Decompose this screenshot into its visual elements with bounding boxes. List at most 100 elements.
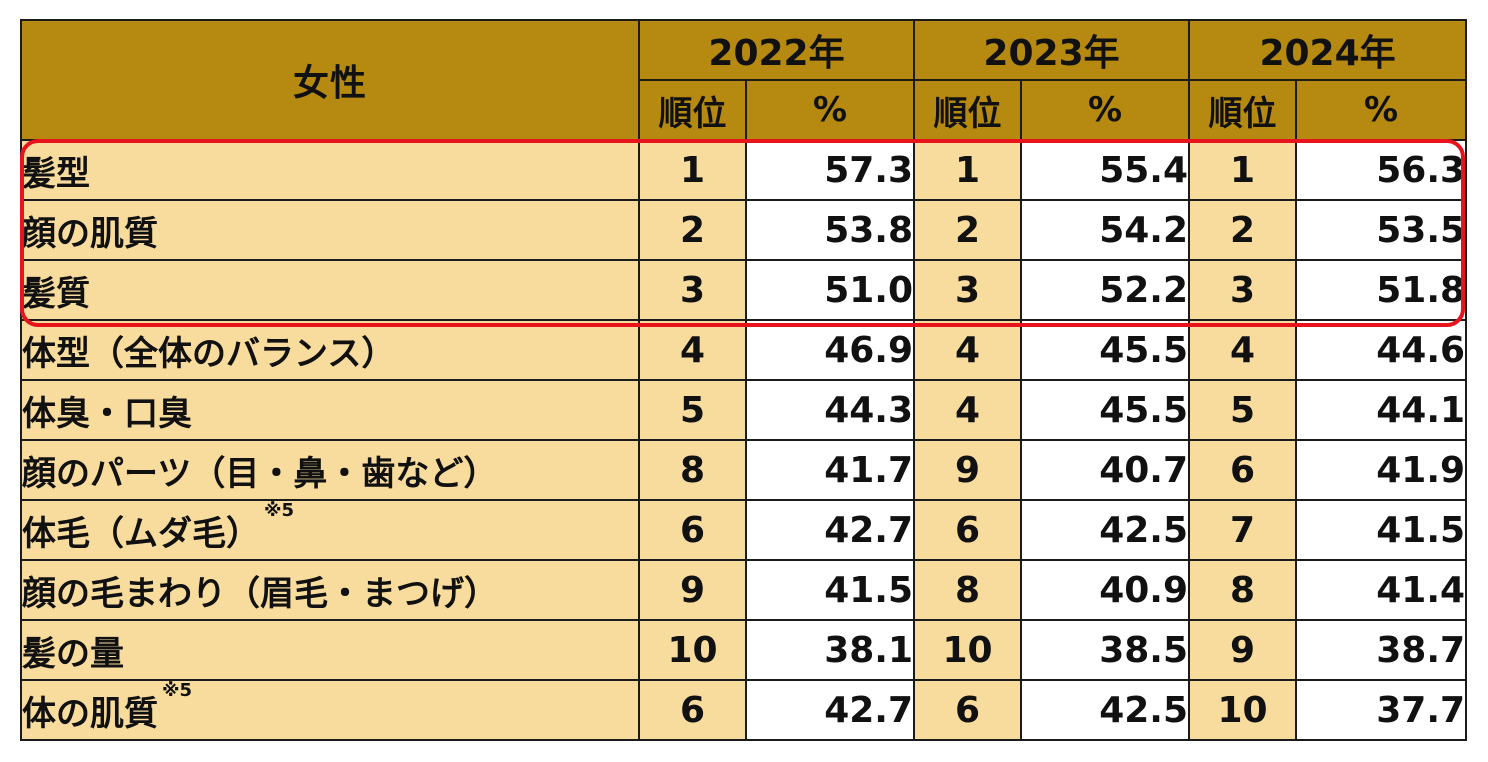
- percent-cell: 45.5: [1020, 379, 1191, 441]
- rank-cell: 7: [1188, 499, 1298, 561]
- row-item-label: 顔のパーツ（目・鼻・歯など）: [20, 439, 640, 501]
- percent-cell: 45.5: [1020, 319, 1191, 381]
- row-item-label: 体毛（ムダ毛）※5: [20, 499, 640, 561]
- rank-cell: 4: [913, 379, 1023, 441]
- percent-cell: 55.4: [1020, 139, 1191, 201]
- percent-cell: 37.7: [1295, 679, 1468, 741]
- percent-cell: 38.5: [1020, 619, 1191, 681]
- rank-cell: 4: [913, 319, 1023, 381]
- rank-cell: 2: [913, 199, 1023, 261]
- rank-cell: 6: [913, 679, 1023, 741]
- percent-cell: 41.5: [1295, 499, 1468, 561]
- percent-cell: 53.8: [744, 199, 916, 261]
- rank-subheader-2023: 順位: [913, 79, 1023, 141]
- row-item-label: 体臭・口臭: [20, 379, 640, 441]
- rank-cell: 6: [913, 499, 1023, 561]
- percent-subheader-2024: %: [1295, 79, 1468, 141]
- row-item-label: 髪の量: [20, 619, 640, 681]
- rank-cell: 6: [638, 679, 747, 741]
- row-item-text: 髪質: [22, 273, 90, 314]
- percent-cell: 56.3: [1295, 139, 1468, 201]
- rank-cell: 1: [913, 139, 1023, 201]
- percent-cell: 44.3: [744, 379, 916, 441]
- ranking-table-container: 女性 2022年 2023年 2024年 順位 % 順位 % 順位 % 髪型 1 5…: [20, 19, 1468, 741]
- percent-cell: 38.1: [744, 619, 916, 681]
- rank-cell: 6: [638, 499, 747, 561]
- table-row: 体毛（ムダ毛）※5 6 42.7 6 42.5 7 41.5: [20, 499, 1468, 561]
- rank-cell: 8: [913, 559, 1023, 621]
- year-header-2022: 2022年: [637, 19, 916, 81]
- rank-cell: 9: [1188, 619, 1298, 681]
- ranking-table: 女性 2022年 2023年 2024年 順位 % 順位 % 順位 % 髪型 1 5…: [20, 19, 1468, 741]
- table-row: 髪の量 10 38.1 10 38.5 9 38.7: [20, 619, 1468, 681]
- year-header-2023: 2023年: [913, 19, 1191, 81]
- percent-cell: 51.0: [744, 259, 916, 321]
- row-item-label: 体の肌質※5: [20, 679, 640, 741]
- row-item-text: 体毛（ムダ毛）: [22, 513, 260, 554]
- row-item-label: 髪質: [20, 259, 640, 321]
- rank-cell: 10: [1188, 679, 1298, 741]
- rank-cell: 8: [1188, 559, 1298, 621]
- footnote-marker: ※5: [264, 500, 295, 521]
- table-row: 体型（全体のバランス） 4 46.9 4 45.5 4 44.6: [20, 319, 1468, 381]
- table-body: 髪型 1 57.3 1 55.4 1 56.3 顔の肌質 2 53.8 2 54.2 2 53.5 髪質 3 5…: [20, 139, 1468, 741]
- percent-cell: 40.9: [1020, 559, 1191, 621]
- percent-cell: 57.3: [744, 139, 916, 201]
- percent-cell: 44.1: [1295, 379, 1468, 441]
- footnote-marker: ※5: [162, 680, 193, 701]
- percent-cell: 52.2: [1020, 259, 1191, 321]
- rank-cell: 8: [638, 439, 747, 501]
- row-item-text: 顔の毛まわり（眉毛・まつげ）: [22, 573, 498, 614]
- rank-cell: 3: [1188, 259, 1298, 321]
- percent-subheader-2022: %: [744, 79, 916, 141]
- year-header-2024: 2024年: [1188, 19, 1468, 81]
- rank-cell: 1: [638, 139, 747, 201]
- percent-cell: 38.7: [1295, 619, 1468, 681]
- group-header-female: 女性: [20, 19, 640, 141]
- rank-cell: 9: [913, 439, 1023, 501]
- percent-cell: 42.5: [1020, 679, 1191, 741]
- row-item-label: 体型（全体のバランス）: [20, 319, 640, 381]
- rank-cell: 9: [638, 559, 747, 621]
- rank-cell: 4: [638, 319, 747, 381]
- table-row: 顔の肌質 2 53.8 2 54.2 2 53.5: [20, 199, 1468, 261]
- row-item-text: 髪型: [22, 153, 90, 194]
- rank-cell: 10: [913, 619, 1023, 681]
- row-item-label: 顔の毛まわり（眉毛・まつげ）: [20, 559, 640, 621]
- percent-cell: 41.7: [744, 439, 916, 501]
- rank-cell: 2: [1188, 199, 1298, 261]
- rank-cell: 3: [913, 259, 1023, 321]
- percent-cell: 40.7: [1020, 439, 1191, 501]
- rank-cell: 4: [1188, 319, 1298, 381]
- rank-cell: 5: [1188, 379, 1298, 441]
- table-row: 顔のパーツ（目・鼻・歯など） 8 41.7 9 40.7 6 41.9: [20, 439, 1468, 501]
- percent-cell: 42.7: [744, 499, 916, 561]
- table-row: 体の肌質※5 6 42.7 6 42.5 10 37.7: [20, 679, 1468, 741]
- row-item-text: 体型（全体のバランス）: [22, 333, 396, 374]
- percent-cell: 51.8: [1295, 259, 1468, 321]
- table-row: 髪質 3 51.0 3 52.2 3 51.8: [20, 259, 1468, 321]
- rank-cell: 3: [638, 259, 747, 321]
- percent-cell: 54.2: [1020, 199, 1191, 261]
- percent-cell: 42.5: [1020, 499, 1191, 561]
- rank-cell: 6: [1188, 439, 1298, 501]
- rank-cell: 5: [638, 379, 747, 441]
- table-row: 髪型 1 57.3 1 55.4 1 56.3: [20, 139, 1468, 201]
- rank-cell: 1: [1188, 139, 1298, 201]
- row-item-text: 顔の肌質: [22, 213, 158, 254]
- percent-cell: 46.9: [744, 319, 916, 381]
- percent-cell: 42.7: [744, 679, 916, 741]
- row-item-text: 顔のパーツ（目・鼻・歯など）: [22, 453, 498, 494]
- percent-cell: 41.4: [1295, 559, 1468, 621]
- table-row: 顔の毛まわり（眉毛・まつげ） 9 41.5 8 40.9 8 41.4: [20, 559, 1468, 621]
- rank-cell: 10: [638, 619, 747, 681]
- percent-cell: 41.5: [744, 559, 916, 621]
- row-item-text: 体の肌質: [22, 693, 158, 734]
- row-item-text: 髪の量: [22, 633, 124, 674]
- percent-cell: 44.6: [1295, 319, 1468, 381]
- percent-cell: 41.9: [1295, 439, 1468, 501]
- row-item-label: 顔の肌質: [20, 199, 640, 261]
- rank-cell: 2: [638, 199, 747, 261]
- percent-cell: 53.5: [1295, 199, 1468, 261]
- table-row: 体臭・口臭 5 44.3 4 45.5 5 44.1: [20, 379, 1468, 441]
